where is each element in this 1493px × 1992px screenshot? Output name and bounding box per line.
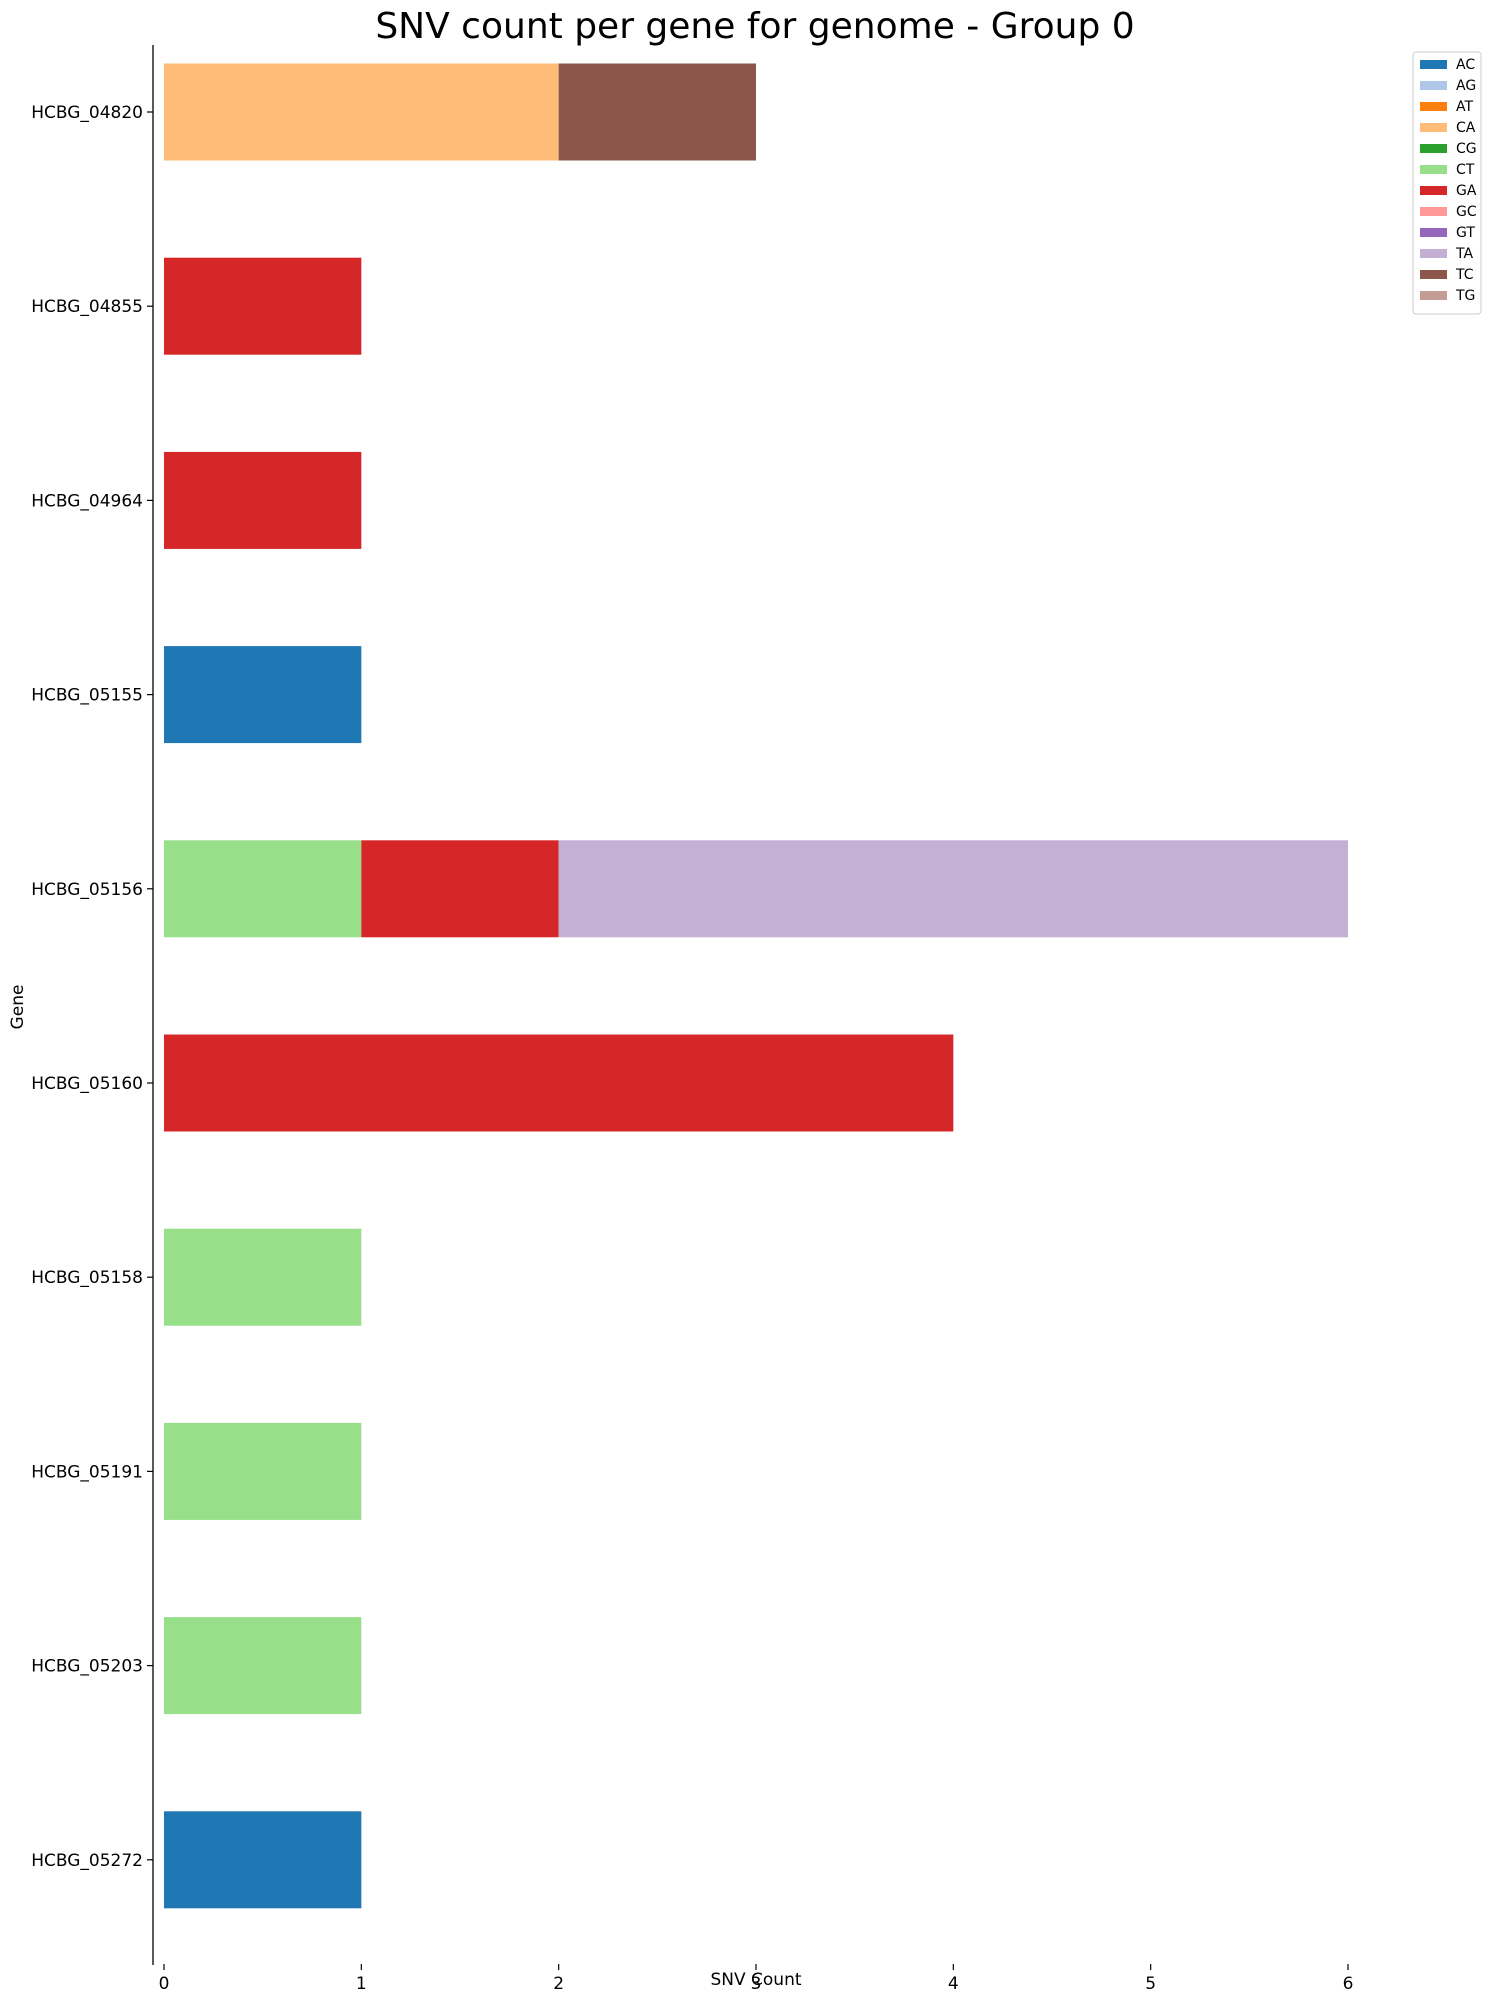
legend-label-TG: TG: [1455, 288, 1475, 304]
y-tick-label: HCBG_04964: [31, 491, 143, 511]
bar-HCBG_04820-CA: [164, 63, 559, 161]
legend-swatch-CG: [1420, 144, 1447, 153]
y-tick-label: HCBG_04820: [31, 103, 143, 123]
legend-label-AC: AC: [1456, 57, 1475, 73]
legend-swatch-AC: [1420, 60, 1447, 69]
y-tick-label: HCBG_05155: [31, 686, 143, 706]
x-tick-label: 2: [553, 1974, 564, 1992]
bar-HCBG_05272-AC: [164, 1811, 362, 1909]
legend: AC AG AT CA CG CT GA GC GT TA TC TG: [1412, 51, 1482, 315]
legend-label-CG: CG: [1456, 141, 1477, 157]
legend-label-AT: AT: [1456, 99, 1473, 115]
x-tick-label: 0: [159, 1974, 170, 1992]
legend-swatch-GA: [1420, 186, 1447, 195]
bar-HCBG_04964-GA: [164, 451, 362, 549]
legend-label-CT: CT: [1456, 162, 1475, 178]
legend-swatch-TA: [1420, 249, 1447, 258]
y-axis-label: Gene: [8, 985, 28, 1030]
bar-HCBG_05156-TA: [558, 840, 1348, 938]
chart-title: SNV count per gene for genome - Group 0: [375, 6, 1134, 47]
legend-frame: [1412, 51, 1482, 315]
legend-label-GC: GC: [1456, 204, 1477, 220]
y-tick-label: HCBG_05272: [31, 1851, 143, 1871]
x-tick-label: 1: [356, 1974, 367, 1992]
legend-swatch-TG: [1420, 291, 1447, 300]
legend-label-AG: AG: [1456, 78, 1476, 94]
legend-swatch-GT: [1420, 228, 1447, 237]
legend-swatch-GC: [1420, 207, 1447, 216]
x-axis-label: SNV Count: [710, 1970, 801, 1990]
bar-HCBG_05160-GA: [164, 1034, 954, 1132]
legend-label-GT: GT: [1456, 225, 1475, 241]
y-tick-label: HCBG_05191: [31, 1462, 143, 1482]
bar-HCBG_05156-CT: [164, 840, 362, 938]
legend-label-TA: TA: [1455, 246, 1473, 262]
y-tick-label: HCBG_05160: [31, 1074, 143, 1094]
x-axis-ticks: 0 1 2 3 4 5 6: [159, 1964, 1354, 1992]
legend-swatch-CT: [1420, 165, 1447, 174]
y-tick-label: HCBG_05158: [31, 1268, 143, 1288]
y-tick-label: HCBG_05203: [31, 1657, 143, 1677]
y-tick-label: HCBG_05156: [31, 880, 143, 900]
legend-label-TC: TC: [1455, 267, 1474, 283]
bar-HCBG_05155-AC: [164, 646, 362, 744]
legend-swatch-AT: [1420, 102, 1447, 111]
bar-HCBG_05158-CT: [164, 1228, 362, 1326]
x-tick-label: 3: [751, 1974, 762, 1992]
bar-HCBG_05203-CT: [164, 1617, 362, 1715]
legend-swatch-TC: [1420, 270, 1447, 279]
legend-label-GA: GA: [1456, 183, 1477, 199]
x-tick-label: 4: [948, 1974, 959, 1992]
bar-HCBG_05191-CT: [164, 1422, 362, 1520]
legend-swatch-CA: [1420, 123, 1447, 132]
bar-HCBG_04820-TC: [558, 63, 756, 161]
bar-HCBG_05156-GA: [361, 840, 559, 938]
y-tick-label: HCBG_04855: [31, 297, 143, 317]
bar-HCBG_04855-GA: [164, 257, 362, 355]
x-tick-label: 5: [1145, 1974, 1156, 1992]
bars-group: [164, 63, 1348, 1909]
legend-label-CA: CA: [1456, 120, 1476, 136]
legend-swatch-AG: [1420, 81, 1447, 90]
x-tick-label: 6: [1343, 1974, 1354, 1992]
y-axis-ticks: HCBG_04820 HCBG_04855 HCBG_04964 HCBG_05155…: [31, 103, 153, 1871]
